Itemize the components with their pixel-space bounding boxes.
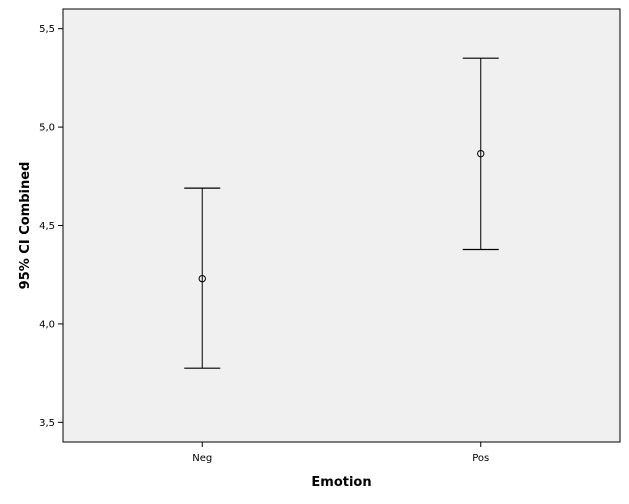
- x-axis-title: Emotion: [311, 475, 371, 490]
- error-bar-pos: [462, 57, 499, 251]
- plot-area: [62, 8, 621, 443]
- y-axis: 3,5 4,0 4,5 5,0 5,5: [39, 24, 63, 429]
- y-tick-label: 5,0: [39, 123, 55, 134]
- error-bars: [184, 57, 499, 369]
- y-tick-label: 5,5: [39, 24, 55, 35]
- y-axis-title: 95% CI Combined: [18, 162, 33, 290]
- x-tick-label: Neg: [192, 453, 212, 464]
- x-tick-label: Pos: [472, 453, 489, 464]
- error-bar-neg: [184, 187, 221, 369]
- y-tick-label: 3,5: [39, 418, 55, 429]
- mean-point: [477, 149, 485, 158]
- x-axis: Neg Pos: [192, 442, 489, 464]
- y-tick-label: 4,5: [39, 221, 55, 232]
- mean-point: [198, 274, 206, 283]
- y-tick-label: 4,0: [39, 319, 55, 330]
